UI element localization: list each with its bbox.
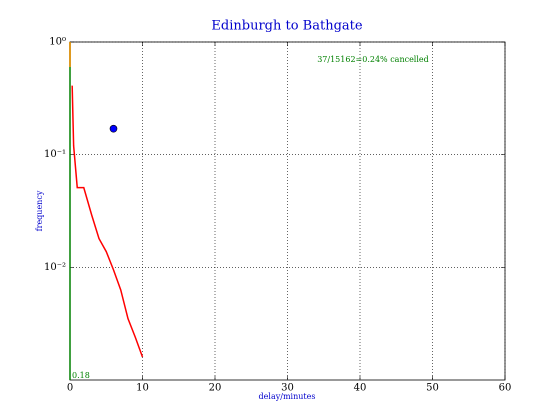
y-tick-label: 10⁻² xyxy=(44,262,66,273)
annotation: 37/15162=0.24% cancelled xyxy=(317,55,429,64)
x-tick-label: 50 xyxy=(426,383,439,394)
data-line xyxy=(71,85,144,358)
x-tick-label: 60 xyxy=(499,383,512,394)
x-axis-label: delay/minutes xyxy=(259,392,316,401)
x-tick-label: 10 xyxy=(136,383,149,394)
annotation: 0.18 xyxy=(72,371,90,380)
y-axis-label: frequency xyxy=(35,190,44,231)
chart-title: Edinburgh to Bathgate xyxy=(211,19,362,34)
x-tick-label: 40 xyxy=(354,383,367,394)
data-point xyxy=(109,124,118,133)
x-tick-label: 30 xyxy=(281,383,294,394)
y-tick-label: 10⁰ xyxy=(49,37,66,48)
x-tick-label: 20 xyxy=(209,383,222,394)
x-tick-label: 0 xyxy=(67,383,73,394)
y-tick-label: 10⁻¹ xyxy=(44,149,66,160)
